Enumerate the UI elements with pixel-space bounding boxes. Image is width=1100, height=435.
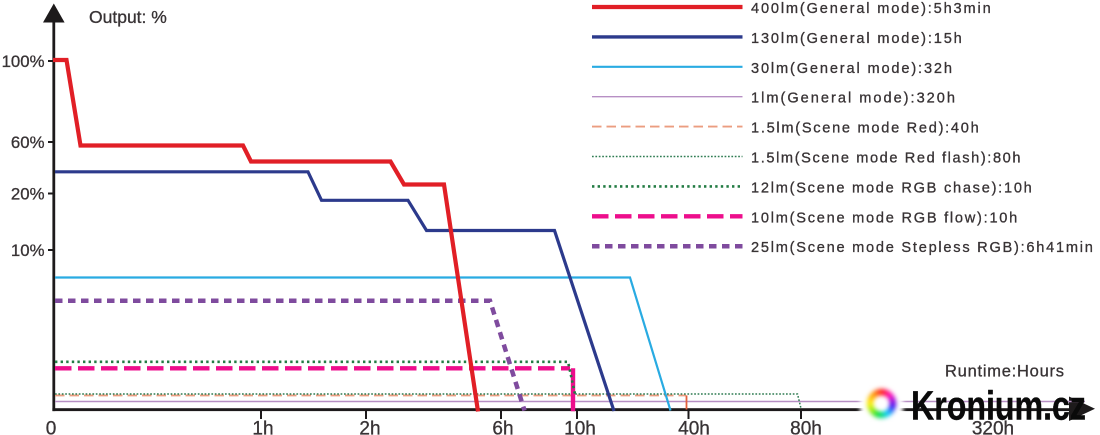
svg-text:1h: 1h bbox=[252, 419, 273, 435]
svg-text:0: 0 bbox=[46, 419, 57, 435]
svg-text:10lm(Scene mode RGB flow):10h: 10lm(Scene mode RGB flow):10h bbox=[751, 210, 1017, 226]
svg-text:130lm(General mode):15h: 130lm(General mode):15h bbox=[751, 31, 962, 47]
svg-text:80h: 80h bbox=[790, 419, 822, 435]
svg-text:60%: 60% bbox=[11, 133, 45, 152]
svg-text:6h: 6h bbox=[492, 419, 513, 435]
svg-text:2h: 2h bbox=[359, 419, 380, 435]
svg-text:Kronium.cz: Kronium.cz bbox=[911, 382, 1086, 428]
svg-text:12lm(Scene mode RGB chase):10h: 12lm(Scene mode RGB chase):10h bbox=[751, 180, 1032, 196]
svg-text:Output: %: Output: % bbox=[89, 7, 167, 27]
svg-text:30lm(General mode):32h: 30lm(General mode):32h bbox=[751, 61, 952, 77]
svg-text:400lm(General mode):5h3min: 400lm(General mode):5h3min bbox=[751, 1, 991, 17]
svg-text:40h: 40h bbox=[678, 419, 710, 435]
svg-text:20%: 20% bbox=[11, 185, 45, 204]
svg-text:10h: 10h bbox=[564, 419, 596, 435]
svg-text:10%: 10% bbox=[11, 241, 45, 260]
svg-text:320h: 320h bbox=[972, 419, 1014, 435]
svg-text:1.5lm(Scene mode Red flash):80: 1.5lm(Scene mode Red flash):80h bbox=[751, 151, 1021, 167]
svg-text:25lm(Scene mode Stepless RGB):: 25lm(Scene mode Stepless RGB):6h41min bbox=[751, 240, 1093, 256]
svg-text:1lm(General mode):320h: 1lm(General mode):320h bbox=[751, 91, 955, 107]
svg-text:Runtime:Hours: Runtime:Hours bbox=[945, 363, 1064, 381]
svg-text:100%: 100% bbox=[2, 52, 45, 71]
svg-text:1.5lm(Scene mode Red):40h: 1.5lm(Scene mode Red):40h bbox=[751, 121, 979, 137]
